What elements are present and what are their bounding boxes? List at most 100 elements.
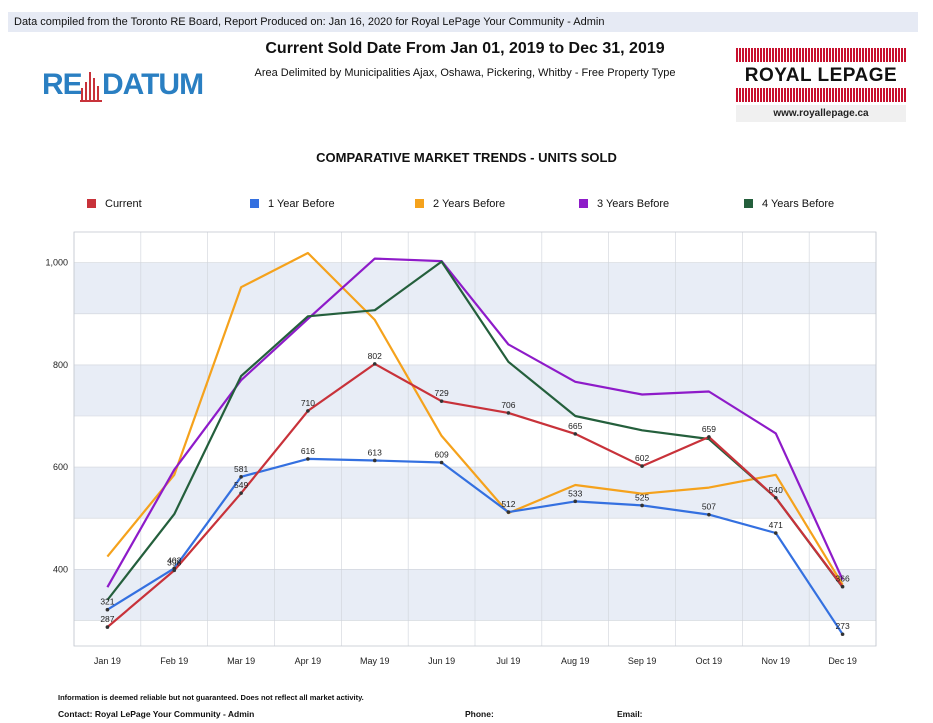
data-label-y1: 512 [501,499,515,509]
data-point-current [773,495,778,500]
data-point-current [105,625,110,629]
info-bar: Data compiled from the Toronto RE Board,… [8,12,918,32]
email-label: Email: [617,709,643,719]
data-label-y1: 581 [234,464,248,474]
data-point-y1 [840,632,845,637]
line-chart: 400 600 800 1,000 Jan 19 Feb 19 Mar 19 Apr 19 Ma… [45,231,877,666]
data-label-y1: 616 [301,446,315,456]
x-tick-label: Apr 19 [295,656,322,666]
disclaimer-note: Information is deemed reliable but not g… [58,693,364,702]
data-point-current [707,435,711,439]
legend-item-3-years-before: 3 Years Before [579,197,669,211]
data-point-current [172,568,177,573]
x-tick-label: Jan 19 [94,656,121,666]
data-label-current: 287 [100,614,114,624]
series-line-y2 [106,251,844,586]
x-tick-label: Nov 19 [761,656,790,666]
series-line-y4 [106,260,844,601]
data-label-current: 706 [501,400,515,410]
royal-lepage-logo: ROYAL LEPAGE www.royallepage.ca [736,48,906,122]
data-point-current [372,362,377,366]
data-point-y1 [506,510,511,514]
series-line-y3 [106,257,844,588]
data-label-current: 665 [568,421,582,431]
legend-item-2-years-before: 2 Years Before [415,197,505,211]
data-label-y1: 609 [434,450,448,460]
logo-url: www.royallepage.ca [736,105,906,122]
data-label-current: 802 [368,351,382,361]
data-point-y1 [372,458,377,463]
page-title: Current Sold Date From Jan 01, 2019 to D… [265,40,665,57]
series-line-current [106,362,844,628]
legend-swatch-2-years-before [415,199,424,208]
data-point-y1 [105,607,110,612]
data-label-y1: 321 [100,597,114,607]
data-point-y1 [239,475,243,479]
logo-text-datum: DATUM [102,68,204,101]
logo-text-re: RE [42,68,83,101]
data-label-y1: 507 [702,502,716,512]
data-point-current [506,411,511,415]
y-tick-label: 1,000 [45,258,68,268]
x-tick-label: Dec 19 [828,656,857,666]
data-label-current: 729 [434,388,448,398]
data-point-y1 [707,512,711,517]
data-point-current [840,584,845,589]
x-tick-label: Aug 19 [561,656,590,666]
legend-swatch-3-years-before [579,199,588,208]
legend-label-2-years-before: 2 Years Before [433,198,506,210]
data-point-y1 [439,460,444,465]
x-tick-label: May 19 [360,656,390,666]
data-point-y1 [306,457,310,461]
data-label-current: 710 [301,398,315,408]
legend-label-3-years-before: 3 Years Before [597,198,670,210]
skyline-icon [80,72,102,102]
plot-border [73,231,877,647]
data-label-y1: 525 [635,492,649,502]
x-tick-label: Jun 19 [428,656,455,666]
chart-legend: Current 1 Year Before 2 Years Before 3 Y… [0,197,933,213]
y-tick-label: 800 [53,360,68,370]
data-label-current: 549 [234,480,248,490]
legend-item-1-year-before: 1 Year Before [250,197,335,211]
data-label-current: 602 [635,453,649,463]
legend-label-current: Current [105,198,142,210]
x-tick-label: Feb 19 [160,656,188,666]
series-line-y1 [106,457,844,635]
logo-text-royal-lepage: ROYAL LEPAGE [744,65,898,86]
x-tick-label: Mar 19 [227,656,255,666]
data-label-current: 659 [702,424,716,434]
data-point-current [239,491,243,495]
data-point-current [573,432,578,436]
legend-label-4-years-before: 4 Years Before [762,198,835,210]
legend-swatch-1-year-before [250,199,259,208]
legend-swatch-current [87,199,96,208]
phone-label: Phone: [465,709,494,719]
legend-label-1-year-before: 1 Year Before [268,198,335,210]
y-tick-label: 400 [53,564,68,574]
legend-item-4-years-before: 4 Years Before [744,197,834,211]
data-point-y1 [573,499,578,504]
chart-title: COMPARATIVE MARKET TRENDS - UNITS SOLD [316,150,617,165]
y-tick-label: 600 [53,462,68,472]
x-tick-label: Sep 19 [628,656,657,666]
data-label-current: 366 [835,574,849,584]
data-label-y1: 533 [568,488,582,498]
data-label-y1: 402 [167,555,181,565]
data-point-current [306,409,310,413]
data-label-current: 540 [769,485,783,495]
logo-bar-bottom [736,88,906,102]
data-point-current [640,464,644,468]
legend-swatch-4-years-before [744,199,753,208]
data-point-y1 [773,531,778,535]
contact-label: Contact: Royal LePage Your Community - A… [58,709,255,719]
page-subtitle: Area Delimited by Municipalities Ajax, O… [254,67,676,79]
data-label-y1: 273 [835,621,849,631]
legend-item-current: Current [87,197,142,211]
x-tick-label: Oct 19 [696,656,723,666]
data-label-current: 398 [167,557,181,567]
data-label-y1: 471 [769,520,783,530]
x-tick-label: Jul 19 [496,656,520,666]
data-point-y1 [640,503,644,508]
logo-bar-top [736,48,906,62]
